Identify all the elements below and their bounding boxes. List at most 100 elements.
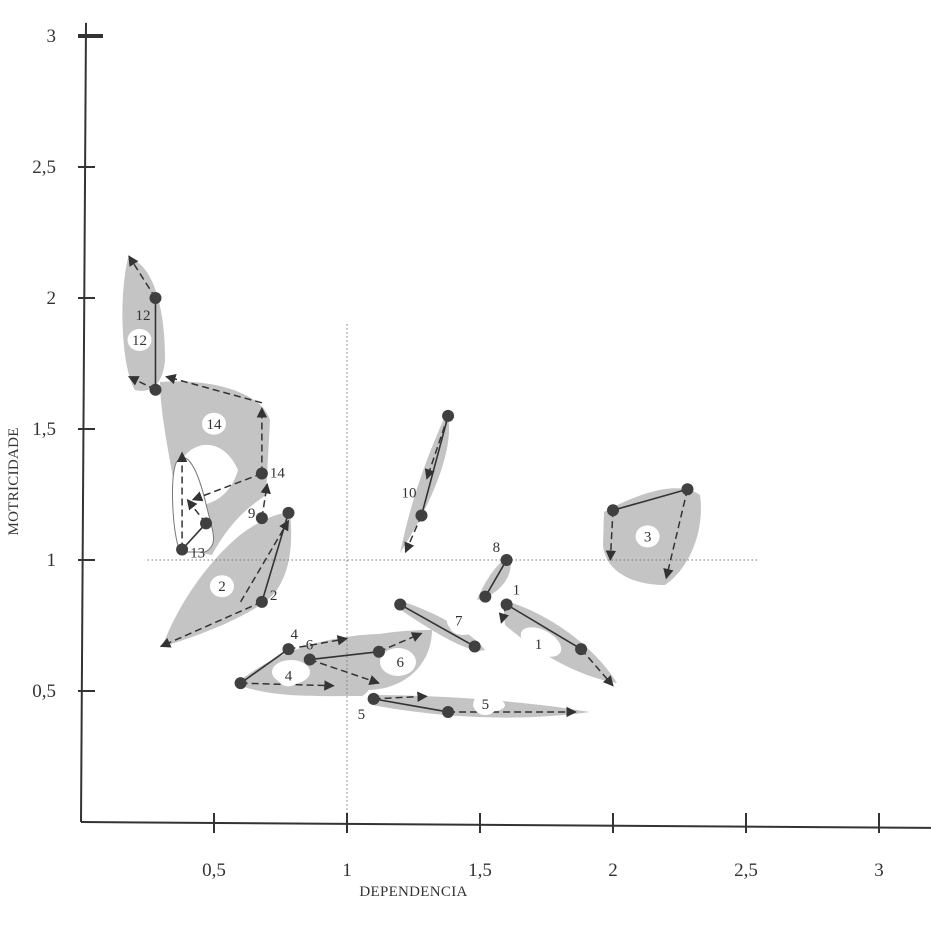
- blob-label-2: 2: [218, 579, 226, 595]
- arrow-14: [165, 374, 263, 404]
- arrow-4: [288, 635, 349, 650]
- point-4-start: [282, 643, 295, 656]
- trajectory-8: [484, 559, 508, 598]
- point-4-end: [234, 677, 247, 690]
- arrow-1: [580, 648, 614, 687]
- trajectory-3: [612, 488, 688, 511]
- blob-label-3: 3: [644, 529, 652, 545]
- blob-12: [122, 258, 165, 391]
- arrow-2: [159, 601, 263, 648]
- point-3-end: [681, 483, 694, 496]
- trajectory-10: [420, 415, 449, 516]
- blob-label-bg-2: [209, 575, 234, 598]
- point-label-6: 6: [306, 638, 314, 654]
- blob-label-12: 12: [132, 333, 147, 349]
- point-8-start: [500, 554, 513, 566]
- arrow-6: [309, 658, 380, 686]
- point-1-end: [575, 643, 588, 656]
- blob-label-6: 6: [396, 655, 404, 671]
- y-tick-label: 2: [47, 288, 57, 309]
- point-label-2: 2: [270, 588, 278, 604]
- point-label-4: 4: [290, 627, 298, 643]
- blob-10: [400, 412, 450, 553]
- arrow-5: [373, 691, 428, 702]
- point-label-1: 1: [513, 583, 521, 599]
- point-2-start: [255, 595, 268, 608]
- x-tick-label: 3: [874, 860, 884, 881]
- blob-label-bg-12: [127, 328, 152, 351]
- y-tick-label: 0,5: [32, 681, 56, 702]
- blob-label-5: 5: [482, 697, 490, 713]
- point-label-13: 13: [190, 546, 205, 562]
- point-6-end: [372, 645, 385, 658]
- point-3-start: [607, 504, 619, 517]
- axes: 0,5 1 1,5 2 2,5 3 0,5 1 1,5 2 2,5 3 DEPENDENCIA MOTRI…: [6, 22, 931, 900]
- trajectory-4: [240, 648, 289, 684]
- x-tick-label: 2,5: [734, 860, 758, 881]
- point-5-end: [442, 705, 455, 718]
- point-label-5: 5: [358, 707, 366, 723]
- blob-label-bg-4: [276, 664, 301, 687]
- point-7-start: [394, 598, 407, 611]
- trajectory-5: [373, 698, 449, 713]
- arrow-12: [128, 255, 157, 299]
- arrow-3: [605, 510, 617, 562]
- blob-label-bg-1: [526, 632, 551, 655]
- arrow-layer: [127, 255, 689, 718]
- x-axis-title: DEPENDENCIA: [359, 884, 467, 900]
- blob-label-7: 7: [455, 613, 463, 629]
- point-label-8: 8: [493, 540, 501, 556]
- point-12-end: [149, 383, 162, 396]
- point-10-end: [442, 409, 455, 422]
- x-axis-line: [80, 821, 931, 829]
- y-axis-line: [80, 22, 87, 823]
- blob-label-bg-14: [202, 412, 226, 435]
- trajectory-6: [309, 650, 380, 661]
- y-tick-label: 1,5: [32, 419, 56, 440]
- point-10-start: [415, 509, 428, 522]
- x-tick-label: 1: [342, 860, 352, 881]
- y-tick-label: 1: [47, 550, 57, 571]
- y-tick-label: 2,5: [32, 157, 56, 178]
- x-tick-label: 0,5: [202, 860, 226, 881]
- point-13-end: [200, 517, 213, 530]
- blob-1: [503, 600, 617, 683]
- x-tick-label: 2: [608, 860, 618, 881]
- arrow-10: [424, 415, 449, 480]
- arrow-6: [378, 632, 423, 653]
- blob-label-4: 4: [285, 668, 293, 684]
- blob-label-bg-6: [388, 651, 413, 674]
- blob-label-bg-3: [635, 525, 660, 548]
- point-label-12: 12: [135, 308, 150, 324]
- blob-label-bg-5: [473, 693, 498, 716]
- blob-label-14: 14: [207, 417, 223, 433]
- point-12-start: [149, 292, 162, 304]
- point-layer: [149, 292, 694, 718]
- blob-label-1: 1: [535, 637, 543, 653]
- point-7-end: [468, 640, 481, 653]
- arrow-3: [663, 489, 689, 580]
- point-13-start: [176, 543, 189, 556]
- blob-label-bg-7: [446, 609, 471, 632]
- y-tick-label: 3: [47, 26, 57, 47]
- point-2-end: [282, 506, 295, 519]
- point-label-9: 9: [248, 506, 256, 522]
- point-5-start: [367, 692, 380, 705]
- arrow-10: [404, 515, 423, 554]
- y-axis-title: MOTRICIDADE: [6, 427, 22, 535]
- blob-7: [398, 600, 485, 651]
- point-14-start: [255, 467, 268, 480]
- point-label-14: 14: [270, 466, 286, 482]
- arrow-14: [191, 472, 263, 502]
- point-8-end: [479, 590, 492, 603]
- point-9-start: [255, 512, 268, 525]
- point-1-start: [500, 598, 513, 611]
- trajectory-1: [506, 603, 582, 650]
- reference-lines: [147, 324, 760, 822]
- point-6-start: [303, 653, 316, 666]
- arrow-2: [239, 519, 290, 603]
- trajectory-7: [399, 603, 476, 648]
- x-tick-label: 1,5: [468, 860, 492, 881]
